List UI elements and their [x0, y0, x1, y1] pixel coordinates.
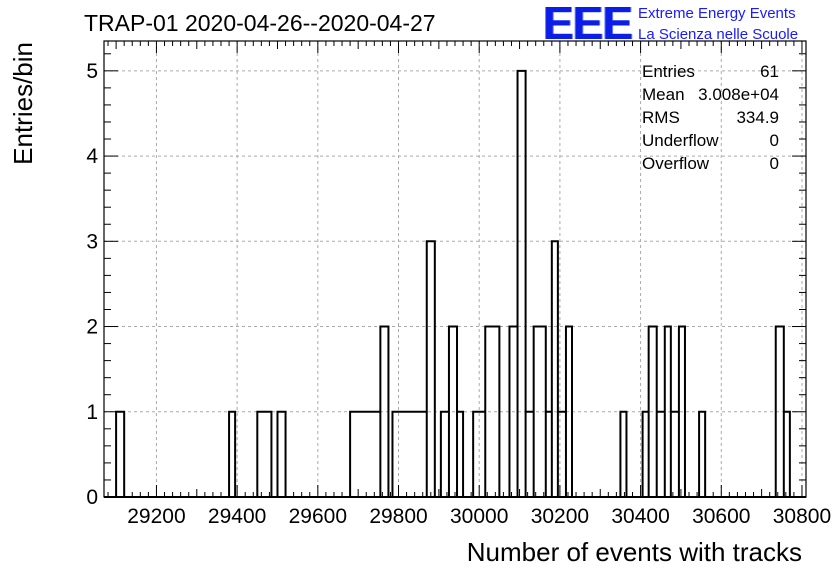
- histogram-bin: [257, 412, 271, 497]
- y-tick-label: 0: [86, 486, 98, 509]
- histogram-bin: [392, 412, 426, 497]
- y-tick-label: 1: [86, 401, 98, 424]
- stats-box: Entries 61 Mean 3.008e+04 RMS 334.9 Underflow 0…: [642, 62, 779, 173]
- histogram-bin: [473, 412, 485, 497]
- histogram-bin: [485, 327, 499, 497]
- y-tick-label: 2: [86, 316, 98, 339]
- x-tick-label: 29400: [208, 505, 266, 528]
- histogram-bin: [518, 71, 526, 497]
- x-tick-labels: 29200 29400 29600 29800 30000 30200 30400 30600…: [127, 505, 831, 528]
- stats-label: Underflow: [642, 131, 719, 150]
- stats-value: 0: [770, 154, 779, 173]
- stats-value: 0: [770, 131, 779, 150]
- histogram-bin: [350, 412, 380, 497]
- x-tick-label: 29800: [369, 505, 427, 528]
- y-tick-label: 5: [86, 60, 98, 83]
- x-tick-label: 30200: [531, 505, 589, 528]
- histogram-bin: [116, 412, 124, 497]
- histogram-bin: [558, 412, 566, 497]
- grid-lines: [104, 41, 806, 497]
- y-tick-label: 3: [86, 230, 98, 253]
- stats-value: 3.008e+04: [698, 85, 779, 104]
- x-tick-label: 30800: [773, 505, 831, 528]
- x-axis-label: Number of events with tracks: [467, 537, 802, 567]
- x-tick-label: 30600: [692, 505, 750, 528]
- logo-line-1: Extreme Energy Events: [638, 5, 796, 22]
- stats-value: 334.9: [736, 108, 779, 127]
- stats-label: Mean: [642, 85, 685, 104]
- y-axis-label: Entries/bin: [8, 42, 38, 165]
- histogram-bin: [671, 412, 679, 497]
- x-tick-label: 29600: [289, 505, 347, 528]
- logo-line-2: La Scienza nelle Scuole: [638, 26, 799, 43]
- plot-frame: [103, 40, 807, 498]
- chart-title: TRAP-01 2020-04-26--2020-04-27: [84, 10, 436, 36]
- y-tick-label: 4: [86, 145, 98, 168]
- axis-ticks: [104, 41, 806, 498]
- histogram-bin: [427, 241, 435, 497]
- stats-label: Overflow: [642, 154, 710, 173]
- histogram-bin: [657, 412, 665, 497]
- histogram-bin: [441, 412, 449, 497]
- stats-value: 61: [760, 62, 779, 81]
- eee-logo-mark: EEE: [543, 0, 633, 49]
- stats-label: Entries: [642, 62, 695, 81]
- x-tick-label: 30000: [450, 505, 508, 528]
- stats-label: RMS: [642, 108, 680, 127]
- x-tick-label: 29200: [127, 505, 185, 528]
- histogram-bin: [526, 412, 534, 497]
- x-tick-label: 30400: [611, 505, 669, 528]
- histogram-bin: [277, 412, 285, 497]
- histogram-series: [104, 69, 806, 498]
- y-tick-labels: 0 1 2 3 4 5: [86, 60, 98, 509]
